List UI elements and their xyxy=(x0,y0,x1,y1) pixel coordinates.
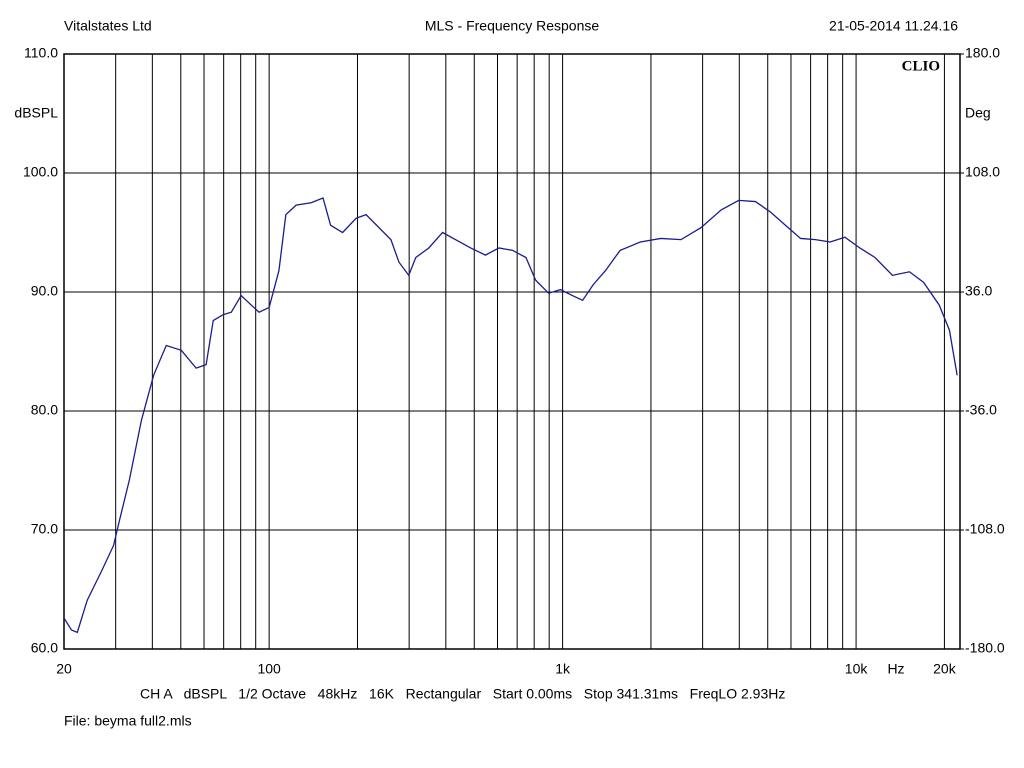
timestamp: 21-05-2014 11.24.16 xyxy=(829,18,958,34)
y-tick-label: 80.0 xyxy=(31,402,58,418)
y-tick-label: 70.0 xyxy=(31,521,58,537)
file-name: File: beyma full2.mls xyxy=(64,713,192,729)
x-tick-label: 20 xyxy=(56,661,72,677)
y2-tick-label: -180.0 xyxy=(965,640,1005,656)
y-tick-label: 100.0 xyxy=(23,164,58,180)
x-tick-label: 10k xyxy=(845,661,869,677)
y2-tick-label: 180.0 xyxy=(965,45,1000,61)
y-tick-label: 60.0 xyxy=(31,640,58,656)
x-tick-label: 100 xyxy=(257,661,281,677)
chart-title: MLS - Frequency Response xyxy=(425,18,600,34)
x-tick-label: 1k xyxy=(555,661,571,677)
plot-frame xyxy=(63,53,961,650)
x-tick-label: 20k xyxy=(933,661,957,677)
y2-tick-label: -108.0 xyxy=(965,521,1005,537)
footer: CH A dBSPL 1/2 Octave 48kHz 16K Rectangu… xyxy=(140,686,785,702)
y2-axis-label: Deg xyxy=(965,105,991,121)
x-axis-label: Hz xyxy=(887,661,904,677)
y2-tick-label: 108.0 xyxy=(965,164,1000,180)
response-line xyxy=(63,197,958,634)
logo: CLIO xyxy=(902,58,940,74)
company: Vitalstates Ltd xyxy=(64,18,152,34)
y-tick-label: 90.0 xyxy=(31,283,58,299)
y-tick-label: 110.0 xyxy=(24,45,58,61)
y2-tick-label: 36.0 xyxy=(965,283,992,299)
y2-tick-label: -36.0 xyxy=(965,402,997,418)
y-axis-label: dBSPL xyxy=(14,105,58,121)
